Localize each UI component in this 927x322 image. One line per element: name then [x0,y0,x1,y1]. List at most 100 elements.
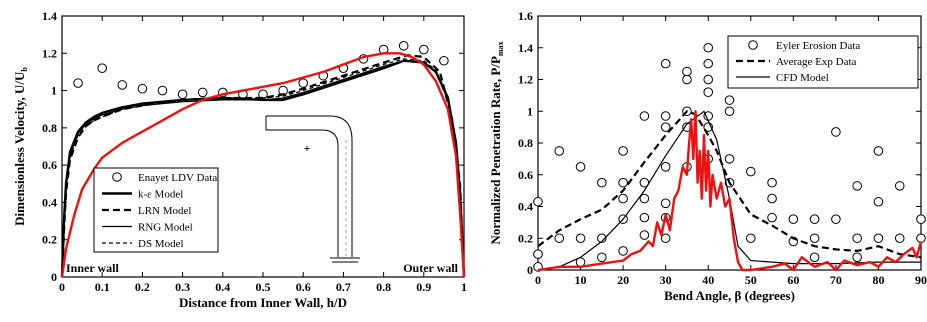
velocity-chart: 0 0.1 0.2 0.3 0.4 0.5 0.6 0.7 0.8 0.9 1 0 0.2 0.4 0.6 0… [12,9,467,310]
data-point [916,214,926,224]
data-point [597,252,607,263]
y-tick-label: 0.8 [518,136,533,150]
bend-pipe-outline [266,115,353,257]
penetration-ticks: 0 10 20 30 40 50 60 70 80 90 0 0.2 0.4 0.6 0.8 1 1.2 1.4 1… [518,9,927,287]
data-point [894,233,905,244]
x-tick-label: 0.9 [416,280,431,294]
penetration-y-axis-label-sub: max [496,41,505,56]
legend-entry: Eyler Erosion Data [776,40,860,52]
data-point [873,233,884,244]
data-point [639,193,650,204]
data-point [894,181,905,191]
y-tick-label: 1.4 [42,9,57,23]
data-point [398,41,409,51]
data-point [745,166,756,177]
y-tick-label: 0 [51,270,57,284]
y-tick-label: 0.2 [518,231,533,245]
data-point [73,78,83,88]
data-point [639,230,650,240]
data-point [660,122,671,132]
legend-marker [112,172,122,182]
x-tick-label: 40 [702,273,714,287]
penetration-y-axis-label-main: Normalized Penetration Rate, P/P [488,56,503,245]
velocity-ticks: 0 0.1 0.2 0.3 0.4 0.5 0.6 0.7 0.8 0.9 1 0 0.2 0.4 0.6 0… [42,9,467,294]
velocity-series [60,41,466,278]
data-point [767,177,777,188]
red-curve [60,52,466,278]
x-tick-label: 10 [575,273,587,287]
data-point [767,193,777,204]
x-tick-label: 0.4 [215,280,230,294]
penetration-y-axis-label: Normalized Penetration Rate, P/Pmax [488,41,505,244]
x-tick-label: 80 [872,273,884,287]
data-point [745,233,756,244]
data-point [439,55,449,66]
data-point [660,233,671,244]
inner-wall-annotation: Inner wall [66,261,119,275]
x-tick-label: 0.3 [175,280,190,294]
x-tick-label: 0.5 [256,280,271,294]
data-point [703,42,714,53]
data-point [703,74,714,85]
y-tick-label: 1.2 [42,46,57,60]
data-point [703,87,714,97]
y-tick-label: 0.4 [518,200,533,214]
penetration-chart: 0 10 20 30 40 50 60 70 80 90 0 0.2 0.4 0.6 0.8 1 1.2 1.4 1… [488,9,927,303]
data-point [177,89,188,100]
x-tick-label: 1 [461,280,467,294]
data-point [660,58,671,69]
velocity-y-axis-label: Dimensionless Velocity, U/Ub [12,67,29,226]
penetration-x-axis-label: Bend Angle, β (degrees) [664,288,795,303]
legend-entry: k-ε Model [138,189,183,201]
data-point [660,111,671,121]
x-tick-label: 0.1 [95,280,110,294]
y-tick-label: 1.2 [518,73,533,87]
data-point [809,214,820,224]
data-point [852,233,862,244]
data-point [660,162,671,172]
x-tick-label: 0 [59,280,65,294]
data-point [554,233,565,244]
y-tick-label: 0 [527,263,533,277]
data-point [137,83,148,94]
x-tick-label: 0.6 [296,280,311,294]
data-point [682,66,692,77]
y-tick-label: 1.4 [518,41,533,55]
data-point [873,196,884,207]
x-tick-label: 0.2 [135,280,150,294]
x-tick-label: 20 [617,273,629,287]
red-curve [537,110,923,272]
y-tick-label: 0.2 [42,233,57,247]
data-point [533,249,543,259]
y-tick-label: 1 [51,84,57,98]
data-point [197,87,208,98]
legend-marker [748,40,758,50]
data-point [703,58,714,69]
data-point [724,154,735,164]
legend-entry: RNG Model [138,222,193,234]
data-point [809,233,820,244]
data-point [117,80,128,90]
data-point [788,214,799,224]
x-tick-label: 60 [787,273,799,287]
data-point [809,252,820,263]
legend-entry: Enayet LDV Data [138,172,217,184]
x-tick-label: 0 [535,273,541,287]
data-point [916,233,926,244]
data-point [873,146,884,156]
data-point [852,181,862,191]
data-point [639,111,650,121]
y-tick-label: 0.4 [42,195,57,209]
data-point [682,74,692,85]
data-point [767,212,777,223]
data-point [852,252,862,263]
data-point [298,78,309,88]
data-point [575,233,586,244]
data-point [575,162,586,172]
data-point [724,95,735,105]
data-point [831,127,841,137]
data-point [660,198,671,209]
series-line [61,60,465,278]
x-tick-label: 0.7 [336,280,351,294]
